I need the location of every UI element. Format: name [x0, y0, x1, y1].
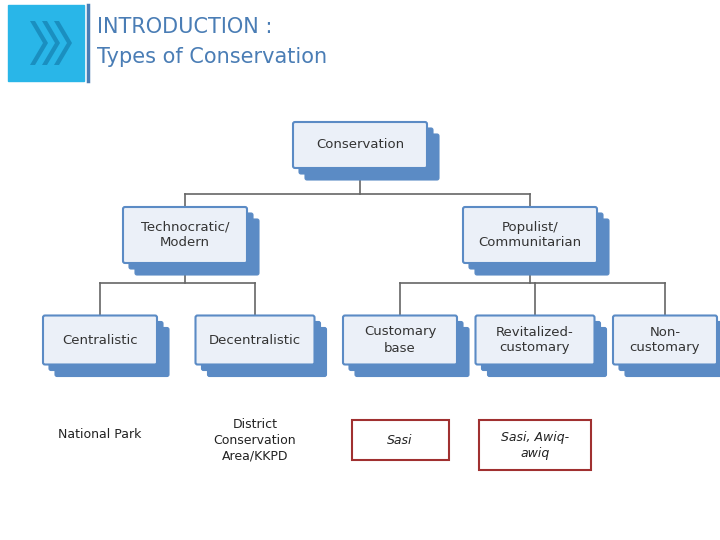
FancyBboxPatch shape: [619, 321, 720, 370]
Text: Non-
customary: Non- customary: [630, 326, 701, 354]
FancyBboxPatch shape: [463, 207, 597, 263]
Text: Customary
base: Customary base: [364, 326, 436, 354]
FancyBboxPatch shape: [49, 321, 163, 370]
FancyBboxPatch shape: [482, 321, 600, 370]
FancyBboxPatch shape: [479, 420, 591, 470]
Text: Sasi, Awiq-
awiq: Sasi, Awiq- awiq: [501, 430, 569, 460]
FancyBboxPatch shape: [8, 5, 84, 81]
Polygon shape: [42, 21, 60, 65]
FancyBboxPatch shape: [305, 134, 439, 180]
Text: National Park: National Park: [58, 429, 142, 442]
FancyBboxPatch shape: [135, 219, 259, 275]
FancyBboxPatch shape: [196, 315, 315, 364]
FancyBboxPatch shape: [129, 213, 253, 269]
FancyBboxPatch shape: [293, 122, 427, 168]
FancyBboxPatch shape: [202, 321, 320, 370]
Text: Conservation: Conservation: [316, 138, 404, 152]
FancyBboxPatch shape: [613, 315, 717, 364]
FancyBboxPatch shape: [299, 128, 433, 174]
FancyBboxPatch shape: [487, 327, 606, 376]
FancyBboxPatch shape: [475, 219, 609, 275]
Text: Centralistic: Centralistic: [62, 334, 138, 347]
FancyBboxPatch shape: [625, 327, 720, 376]
FancyBboxPatch shape: [469, 213, 603, 269]
Text: District
Conservation
Area/KKPD: District Conservation Area/KKPD: [214, 417, 297, 462]
FancyBboxPatch shape: [475, 315, 595, 364]
Text: Types of Conservation: Types of Conservation: [97, 47, 327, 67]
FancyBboxPatch shape: [207, 327, 326, 376]
FancyBboxPatch shape: [123, 207, 247, 263]
FancyBboxPatch shape: [343, 315, 457, 364]
FancyBboxPatch shape: [355, 327, 469, 376]
Text: Populist/
Communitarian: Populist/ Communitarian: [478, 220, 582, 249]
FancyBboxPatch shape: [351, 420, 449, 460]
FancyBboxPatch shape: [55, 327, 169, 376]
FancyBboxPatch shape: [349, 321, 463, 370]
Text: Decentralistic: Decentralistic: [209, 334, 301, 347]
Text: INTRODUCTION :: INTRODUCTION :: [97, 17, 272, 37]
Polygon shape: [30, 21, 48, 65]
FancyBboxPatch shape: [43, 315, 157, 364]
Text: Technocratic/
Modern: Technocratic/ Modern: [140, 220, 229, 249]
Polygon shape: [54, 21, 72, 65]
Text: Revitalized-
customary: Revitalized- customary: [496, 326, 574, 354]
Text: Sasi: Sasi: [387, 434, 413, 447]
